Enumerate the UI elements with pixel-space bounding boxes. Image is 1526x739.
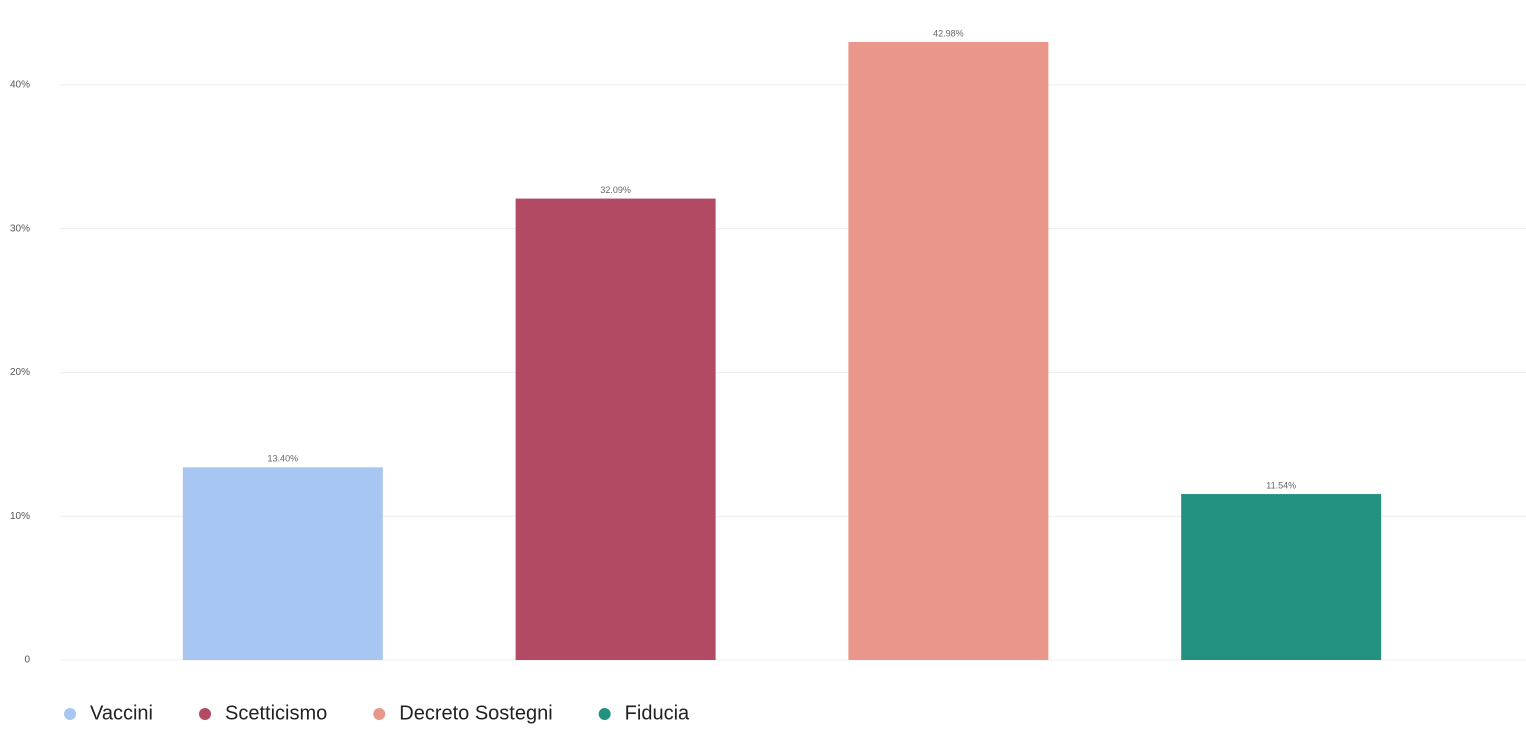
legend-label: Vaccini xyxy=(90,702,153,724)
legend-marker xyxy=(598,708,611,720)
bar xyxy=(182,467,383,660)
y-tick-label: 30% xyxy=(10,223,30,234)
y-tick-label: 10% xyxy=(10,511,30,522)
legend-label: Decreto Sostegni xyxy=(399,702,552,724)
value-label: 32.09% xyxy=(600,185,631,195)
bar xyxy=(848,41,1049,660)
legend-marker xyxy=(373,708,386,720)
legend-label: Scetticismo xyxy=(225,702,327,724)
legend-marker xyxy=(199,708,211,720)
value-label: 42.98% xyxy=(933,28,964,38)
value-label: 11.54% xyxy=(1266,480,1296,490)
bar xyxy=(515,198,716,660)
bar xyxy=(1181,494,1382,660)
legend-marker xyxy=(64,708,76,720)
y-tick-label: 40% xyxy=(10,79,30,90)
value-label: 13.40% xyxy=(268,454,299,464)
y-tick-label: 20% xyxy=(10,367,30,378)
y-tick-label: 0 xyxy=(24,655,30,666)
legend-label: Fiducia xyxy=(625,702,690,724)
